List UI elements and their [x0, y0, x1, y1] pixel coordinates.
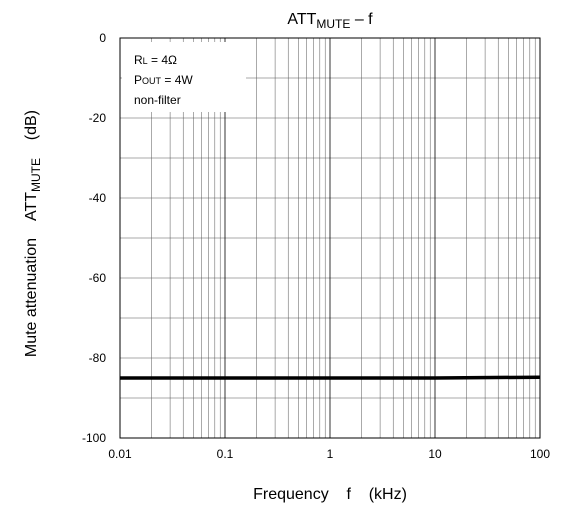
y-tick-label: -80 — [89, 351, 107, 365]
condition-value: = 4Ω — [148, 53, 177, 67]
y-tick-label: -20 — [89, 111, 107, 125]
condition-line: non-filter — [134, 93, 181, 107]
plot-frame — [119, 37, 541, 439]
conditions-legend: RL = 4Ω POUT = 4W non-filter — [134, 53, 193, 107]
condition-line: POUT = 4W — [134, 73, 193, 87]
chart-title-suffix: – f — [350, 11, 373, 28]
condition-value: = 4W — [161, 73, 193, 87]
y-axis-label-unit: (dB) — [23, 110, 40, 158]
y-tick-label: -40 — [89, 191, 107, 205]
y-tick-label: 0 — [99, 31, 106, 45]
condition-main: P — [134, 73, 142, 87]
y-tick-label: -60 — [89, 271, 107, 285]
x-tick-labels: 0.01 0.1 1 10 100 — [108, 447, 550, 461]
y-tick-labels: 0 -20 -40 -60 -80 -100 — [82, 31, 106, 445]
condition-subscript: L — [143, 56, 148, 66]
chart-title-subscript: MUTE — [316, 17, 350, 31]
conditions-legend-background — [122, 42, 246, 112]
y-axis-label-main: Mute attenuation ATT — [23, 192, 40, 357]
x-axis-label: Frequency f (kHz) — [253, 486, 407, 503]
y-axis-label-subscript: MUTE — [29, 158, 43, 192]
series-layer — [120, 375, 541, 380]
y-tick-label: -100 — [82, 431, 106, 445]
condition-subscript: OUT — [142, 76, 162, 86]
x-tick-label: 0.01 — [108, 447, 132, 461]
x-tick-label: 1 — [327, 447, 334, 461]
condition-main: non-filter — [134, 93, 181, 107]
condition-line: RL = 4Ω — [134, 53, 177, 67]
x-tick-label: 10 — [428, 447, 442, 461]
condition-main: R — [134, 53, 143, 67]
x-tick-label: 100 — [530, 447, 550, 461]
x-tick-label: 0.1 — [217, 447, 234, 461]
chart-title: ATTMUTE – f — [287, 11, 373, 31]
chart-title-main: ATT — [287, 11, 316, 28]
series-line — [120, 375, 541, 380]
y-axis-label: Mute attenuation ATTMUTE (dB) — [23, 97, 43, 380]
